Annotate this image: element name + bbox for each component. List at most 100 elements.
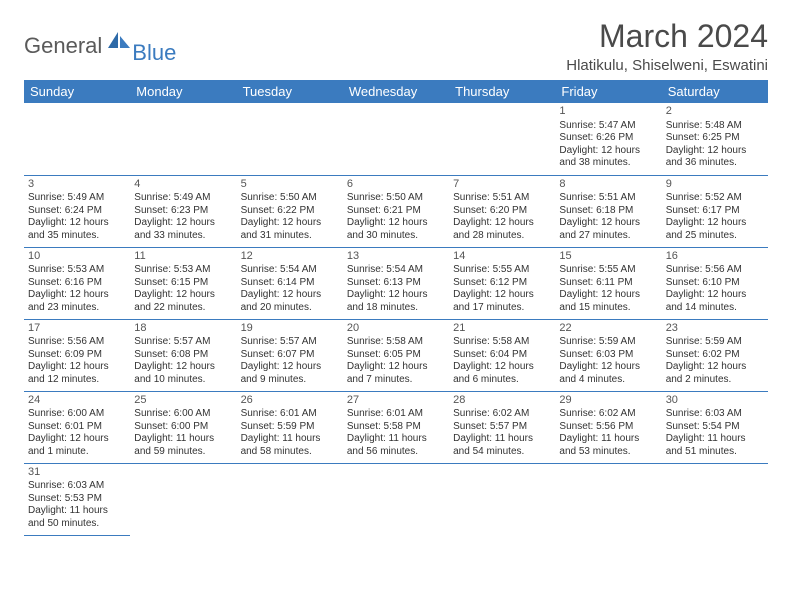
calendar-cell: 16Sunrise: 5:56 AMSunset: 6:10 PMDayligh…	[662, 247, 768, 319]
calendar-row: 10Sunrise: 5:53 AMSunset: 6:16 PMDayligh…	[24, 247, 768, 319]
sunrise-line: Sunrise: 6:02 AM	[453, 408, 551, 421]
header: General Blue March 2024 Hlatikulu, Shise…	[24, 18, 768, 74]
daylight-line: Daylight: 12 hours and 18 minutes.	[347, 289, 445, 314]
sunset-line: Sunset: 5:56 PM	[559, 421, 657, 434]
day-number: 28	[453, 394, 551, 408]
sunset-line: Sunset: 6:07 PM	[241, 349, 339, 362]
sunset-line: Sunset: 6:23 PM	[134, 205, 232, 218]
daylight-line: Daylight: 12 hours and 23 minutes.	[28, 289, 126, 314]
calendar-cell	[555, 463, 661, 535]
sunset-line: Sunset: 6:20 PM	[453, 205, 551, 218]
day-number: 4	[134, 178, 232, 192]
sunset-line: Sunset: 6:15 PM	[134, 277, 232, 290]
sunrise-line: Sunrise: 5:57 AM	[241, 336, 339, 349]
calendar-cell: 25Sunrise: 6:00 AMSunset: 6:00 PMDayligh…	[130, 391, 236, 463]
sunset-line: Sunset: 6:25 PM	[666, 132, 764, 145]
sunset-line: Sunset: 6:05 PM	[347, 349, 445, 362]
day-number: 29	[559, 394, 657, 408]
sunrise-line: Sunrise: 5:51 AM	[453, 192, 551, 205]
sunset-line: Sunset: 6:24 PM	[28, 205, 126, 218]
daylight-line: Daylight: 12 hours and 15 minutes.	[559, 289, 657, 314]
day-number: 17	[28, 322, 126, 336]
daylight-line: Daylight: 11 hours and 58 minutes.	[241, 433, 339, 458]
sunrise-line: Sunrise: 5:55 AM	[453, 264, 551, 277]
calendar-table: Sunday Monday Tuesday Wednesday Thursday…	[24, 80, 768, 536]
sunset-line: Sunset: 6:10 PM	[666, 277, 764, 290]
sunrise-line: Sunrise: 5:54 AM	[241, 264, 339, 277]
calendar-cell: 8Sunrise: 5:51 AMSunset: 6:18 PMDaylight…	[555, 175, 661, 247]
day-number: 19	[241, 322, 339, 336]
calendar-cell	[449, 103, 555, 175]
day-number: 7	[453, 178, 551, 192]
calendar-cell: 10Sunrise: 5:53 AMSunset: 6:16 PMDayligh…	[24, 247, 130, 319]
day-number: 8	[559, 178, 657, 192]
sunrise-line: Sunrise: 5:49 AM	[28, 192, 126, 205]
daylight-line: Daylight: 12 hours and 2 minutes.	[666, 361, 764, 386]
sunset-line: Sunset: 6:01 PM	[28, 421, 126, 434]
sunrise-line: Sunrise: 6:03 AM	[666, 408, 764, 421]
day-number: 6	[347, 178, 445, 192]
sunrise-line: Sunrise: 5:52 AM	[666, 192, 764, 205]
day-number: 23	[666, 322, 764, 336]
sunrise-line: Sunrise: 5:51 AM	[559, 192, 657, 205]
sunset-line: Sunset: 6:09 PM	[28, 349, 126, 362]
daylight-line: Daylight: 11 hours and 51 minutes.	[666, 433, 764, 458]
calendar-cell: 23Sunrise: 5:59 AMSunset: 6:02 PMDayligh…	[662, 319, 768, 391]
calendar-cell	[343, 463, 449, 535]
day-number: 10	[28, 250, 126, 264]
daylight-line: Daylight: 12 hours and 9 minutes.	[241, 361, 339, 386]
daylight-line: Daylight: 12 hours and 12 minutes.	[28, 361, 126, 386]
daylight-line: Daylight: 12 hours and 30 minutes.	[347, 217, 445, 242]
calendar-row: 24 Sunrise: 6:00 AM Sunset: 6:01 PM Dayligh…	[24, 391, 768, 463]
daylight-line: Daylight: 12 hours and 38 minutes.	[559, 145, 657, 170]
daylight-line: Daylight: 12 hours and 22 minutes.	[134, 289, 232, 314]
weekday-header: Wednesday	[343, 80, 449, 103]
sunrise-line: Sunrise: 6:00 AM	[134, 408, 232, 421]
sail-icon	[106, 30, 132, 57]
brand-main: General	[24, 33, 102, 59]
day-number: 30	[666, 394, 764, 408]
daylight-line: Daylight: 12 hours and 25 minutes.	[666, 217, 764, 242]
calendar-cell	[449, 463, 555, 535]
brand-sub: Blue	[132, 40, 176, 66]
calendar-cell: 1Sunrise: 5:47 AMSunset: 6:26 PMDaylight…	[555, 103, 661, 175]
sunrise-line: Sunrise: 5:56 AM	[28, 336, 126, 349]
day-number: 18	[134, 322, 232, 336]
daylight-line: Daylight: 11 hours and 53 minutes.	[559, 433, 657, 458]
sunset-line: Sunset: 5:59 PM	[241, 421, 339, 434]
day-number: 9	[666, 178, 764, 192]
sunrise-line: Sunrise: 5:49 AM	[134, 192, 232, 205]
sunrise-line: Sunrise: 6:03 AM	[28, 480, 126, 493]
daylight-line: Daylight: 11 hours and 56 minutes.	[347, 433, 445, 458]
day-number: 31	[28, 466, 126, 480]
daylight-line: Daylight: 12 hours and 7 minutes.	[347, 361, 445, 386]
day-number: 1	[559, 105, 657, 119]
sunrise-line: Sunrise: 5:54 AM	[347, 264, 445, 277]
calendar-cell: 9Sunrise: 5:52 AMSunset: 6:17 PMDaylight…	[662, 175, 768, 247]
calendar-cell: 12Sunrise: 5:54 AMSunset: 6:14 PMDayligh…	[237, 247, 343, 319]
sunrise-line: Sunrise: 6:01 AM	[347, 408, 445, 421]
weekday-header: Tuesday	[237, 80, 343, 103]
day-number: 11	[134, 250, 232, 264]
sunset-line: Sunset: 5:58 PM	[347, 421, 445, 434]
sunset-line: Sunset: 6:04 PM	[453, 349, 551, 362]
sunset-line: Sunset: 6:03 PM	[559, 349, 657, 362]
calendar-row: 1Sunrise: 5:47 AMSunset: 6:26 PMDaylight…	[24, 103, 768, 175]
sunset-line: Sunset: 6:08 PM	[134, 349, 232, 362]
calendar-cell: 7Sunrise: 5:51 AMSunset: 6:20 PMDaylight…	[449, 175, 555, 247]
day-number: 24	[28, 394, 126, 408]
sunrise-line: Sunrise: 5:47 AM	[559, 120, 657, 133]
calendar-cell: 11Sunrise: 5:53 AMSunset: 6:15 PMDayligh…	[130, 247, 236, 319]
daylight-line: Daylight: 11 hours and 50 minutes.	[28, 505, 126, 530]
day-number: 21	[453, 322, 551, 336]
daylight-line: Daylight: 12 hours and 10 minutes.	[134, 361, 232, 386]
sunrise-line: Sunrise: 6:01 AM	[241, 408, 339, 421]
day-number: 5	[241, 178, 339, 192]
sunrise-line: Sunrise: 5:55 AM	[559, 264, 657, 277]
calendar-cell: 5Sunrise: 5:50 AMSunset: 6:22 PMDaylight…	[237, 175, 343, 247]
sunset-line: Sunset: 6:22 PM	[241, 205, 339, 218]
calendar-cell	[24, 103, 130, 175]
daylight-line: Daylight: 12 hours and 20 minutes.	[241, 289, 339, 314]
calendar-cell: 14Sunrise: 5:55 AMSunset: 6:12 PMDayligh…	[449, 247, 555, 319]
calendar-body: 1Sunrise: 5:47 AMSunset: 6:26 PMDaylight…	[24, 103, 768, 535]
